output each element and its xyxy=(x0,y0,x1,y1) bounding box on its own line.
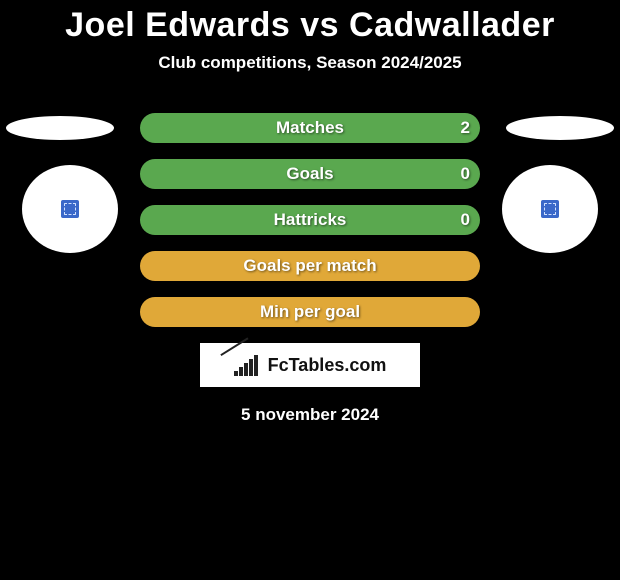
stat-right-value: 0 xyxy=(461,210,470,230)
brand-text: FcTables.com xyxy=(268,355,387,376)
date-text: 5 november 2024 xyxy=(0,405,620,425)
comparison-stage: Matches 2 Goals 0 Hattricks 0 Goals per … xyxy=(0,113,620,425)
stat-row-matches: Matches 2 xyxy=(140,113,480,143)
player-left-club-badge xyxy=(61,200,79,218)
stat-label: Goals per match xyxy=(243,256,376,276)
stat-row-min-per-goal: Min per goal xyxy=(140,297,480,327)
page-title: Joel Edwards vs Cadwallader xyxy=(0,0,620,45)
player-left-marker-top xyxy=(6,116,114,140)
stat-label: Goals xyxy=(286,164,333,184)
brand-chart-icon xyxy=(234,354,262,376)
stat-label: Matches xyxy=(276,118,344,138)
stats-rows: Matches 2 Goals 0 Hattricks 0 Goals per … xyxy=(140,113,480,327)
player-right-club-badge xyxy=(541,200,559,218)
stat-row-goals-per-match: Goals per match xyxy=(140,251,480,281)
stat-right-value: 2 xyxy=(461,118,470,138)
player-right-marker-top xyxy=(506,116,614,140)
stat-label: Hattricks xyxy=(274,210,347,230)
brand-box: FcTables.com xyxy=(200,343,420,387)
stat-right-value: 0 xyxy=(461,164,470,184)
stat-row-hattricks: Hattricks 0 xyxy=(140,205,480,235)
stat-label: Min per goal xyxy=(260,302,360,322)
subtitle: Club competitions, Season 2024/2025 xyxy=(0,53,620,73)
stat-row-goals: Goals 0 xyxy=(140,159,480,189)
